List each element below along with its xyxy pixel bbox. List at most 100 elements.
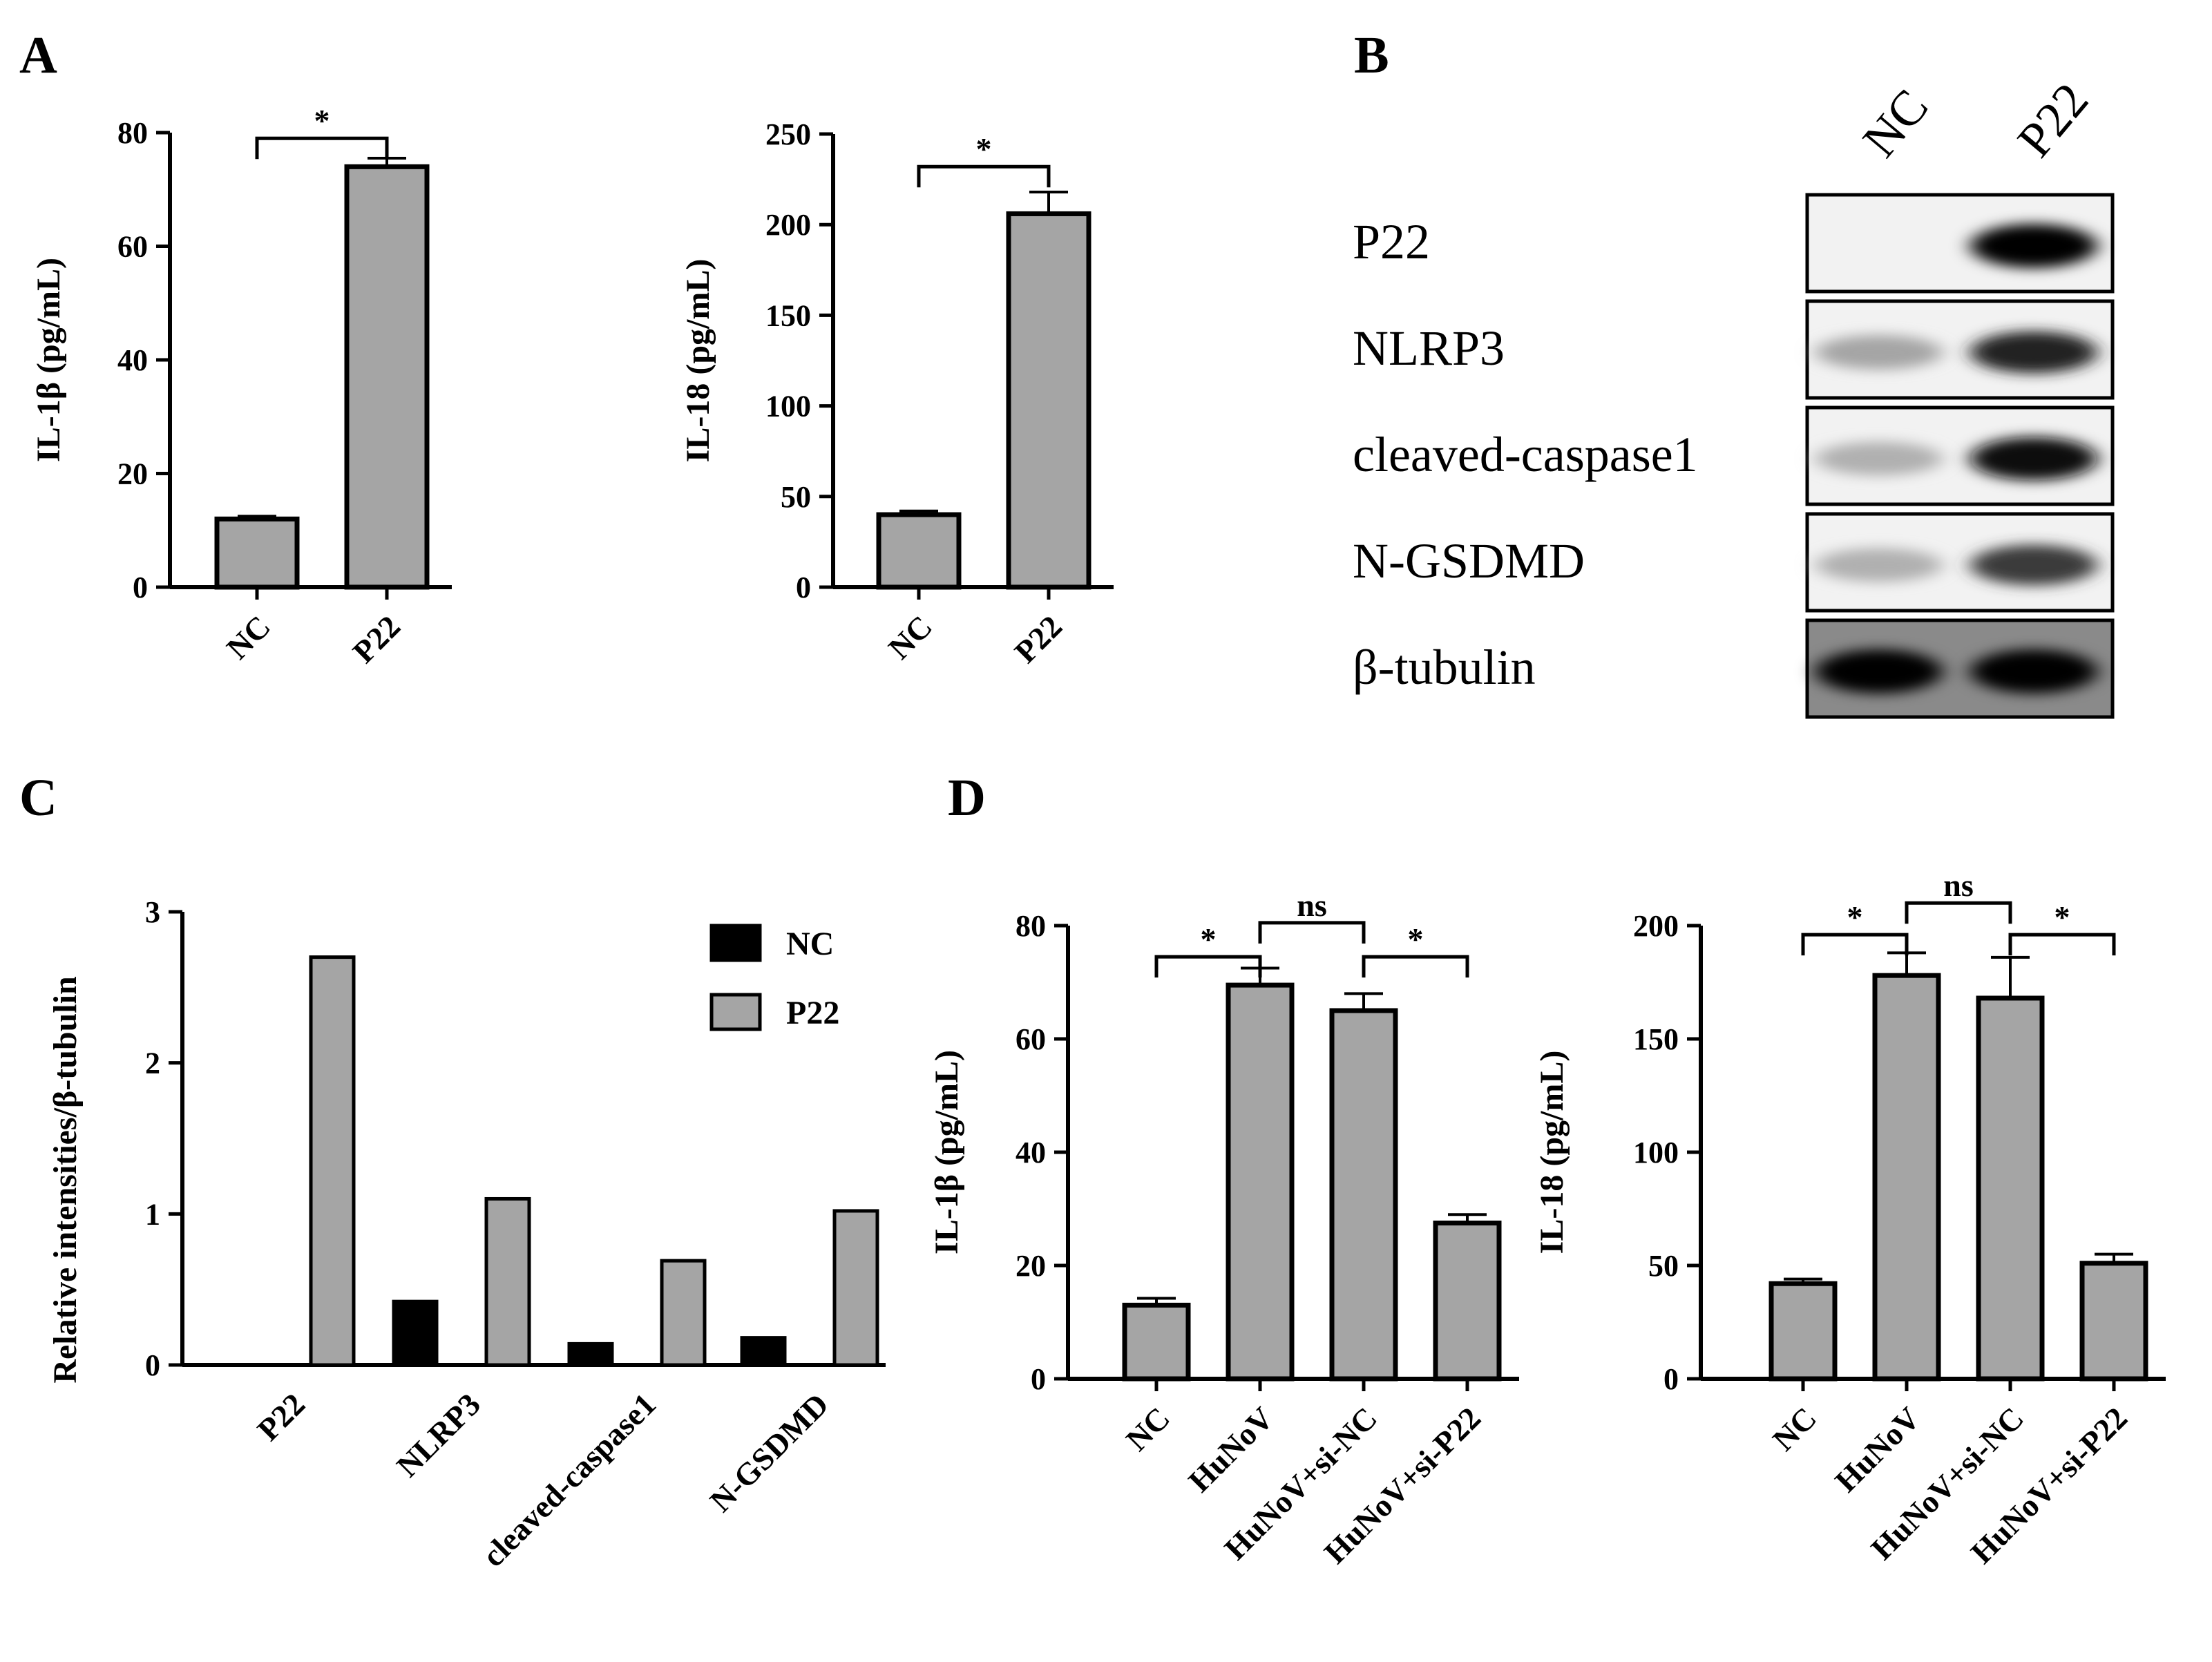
x-category-label: NC: [881, 609, 939, 666]
chart-relative-intensities: 0 1 2 3 Relative intensities/β-tubulin P22 NLR…: [47, 895, 886, 1574]
y-tick-label: 50: [1648, 1249, 1679, 1283]
blot-band: [1815, 441, 1943, 476]
blot-band: [1970, 224, 2097, 268]
significance-label: *: [976, 131, 992, 166]
bar-p22-n-gsdmd: [832, 1209, 879, 1367]
y-tick-label: 60: [1016, 1022, 1046, 1056]
panel-letter-b: B: [1354, 26, 1389, 84]
blot-band: [1815, 548, 1943, 582]
western-blot: NC P22 P22 NLRP3 cleaved-caspase1 N-GSDMD β-tu…: [1353, 73, 2115, 719]
bar-hunov+si-p22: [1433, 1221, 1502, 1382]
x-category-label: N-GSDMD: [703, 1386, 835, 1518]
y-tick-label: 60: [117, 230, 148, 264]
y-tick-label: 80: [1016, 909, 1046, 943]
y-axis-label: Relative intensities/β-tubulin: [47, 976, 84, 1383]
y-tick-label: 2: [145, 1047, 160, 1080]
y-tick-label: 3: [145, 895, 160, 929]
x-category-label: NC: [1766, 1400, 1823, 1458]
blot-band: [1970, 649, 2097, 694]
y-tick-label: 0: [133, 571, 148, 604]
y-tick-label: 100: [765, 390, 811, 423]
significance-label: *: [2054, 899, 2070, 935]
x-category-label: P22: [1008, 609, 1069, 669]
legend-swatch-nc: [709, 924, 762, 962]
significance-label: *: [314, 103, 330, 138]
y-tick-label: 250: [765, 117, 811, 151]
y-tick-label: 0: [1663, 1362, 1679, 1396]
bar-nc: [1122, 1302, 1191, 1382]
panel-letter-c: C: [19, 769, 57, 827]
bar-p22-cleaved-caspase1: [660, 1259, 707, 1367]
y-axis-label: IL-1β (pg/mL): [928, 1050, 965, 1254]
y-tick-label: 0: [796, 571, 811, 604]
panel-letter-d: D: [948, 769, 986, 827]
y-tick-label: 0: [145, 1348, 160, 1382]
significance-label: *: [1201, 921, 1217, 957]
x-category-label: HuNoV: [1181, 1400, 1280, 1499]
lane-label-nc: NC: [1852, 79, 1939, 167]
lane-label-p22: P22: [2007, 73, 2099, 167]
y-tick-label: 150: [1633, 1022, 1679, 1056]
blot-row-label: cleaved-caspase1: [1353, 427, 1698, 482]
bar-p22: [1006, 211, 1091, 590]
y-tick-label: 0: [1031, 1362, 1046, 1396]
chart-il18-nc-vs-p22: 0 50 100 150 200 250 IL-18 (pg/mL) NC P22 *: [680, 117, 1114, 669]
blot-band: [1970, 437, 2097, 481]
x-category-label: P22: [251, 1386, 312, 1447]
legend-label: P22: [786, 995, 839, 1031]
blot-band: [1970, 544, 2097, 586]
legend-label: NC: [786, 926, 834, 962]
y-tick-label: 40: [1016, 1136, 1046, 1169]
blot-band: [1815, 649, 1943, 694]
significance-label: *: [1408, 921, 1424, 957]
bar-nc-n-gsdmd: [740, 1336, 787, 1367]
y-tick-label: 1: [145, 1197, 160, 1231]
y-tick-label: 20: [1016, 1249, 1046, 1283]
significance-bracket: [2008, 933, 2116, 956]
x-category-label: NC: [220, 609, 277, 666]
panel-letter-a: A: [19, 26, 57, 84]
blot-row-label: N-GSDMD: [1353, 533, 1585, 589]
blot-row-label: P22: [1353, 214, 1430, 269]
significance-label: ns: [1297, 888, 1326, 923]
blot-band: [1815, 335, 1943, 370]
y-tick-label: 40: [117, 343, 148, 377]
y-tick-label: 80: [117, 116, 148, 150]
x-category-label: NC: [1119, 1400, 1176, 1458]
x-category-label: NLRP3: [390, 1386, 487, 1484]
y-tick-label: 50: [781, 480, 811, 514]
bar-nc: [876, 512, 962, 590]
bar-p22-nlrp3: [484, 1196, 531, 1367]
significance-bracket: [1801, 933, 1909, 956]
significance-bracket: [1362, 955, 1469, 978]
blot-row-label: β-tubulin: [1353, 640, 1536, 695]
y-tick-label: 20: [117, 457, 148, 491]
y-tick-label: 150: [765, 298, 811, 332]
blot-band: [1970, 331, 2097, 374]
y-axis-label: IL-18 (pg/mL): [680, 259, 716, 463]
bar-p22-p22: [309, 955, 356, 1367]
bar-hunov: [1872, 973, 1941, 1382]
significance-bracket: [1258, 921, 1366, 944]
legend-swatch-p22: [709, 993, 762, 1031]
bar-nc: [1768, 1281, 1838, 1382]
bar-hunov+si-nc: [1976, 995, 2045, 1382]
bar-nc-cleaved-caspase1: [567, 1341, 614, 1367]
y-tick-label: 200: [1633, 909, 1679, 943]
x-category-label: HuNoV: [1828, 1400, 1927, 1499]
x-category-label: P22: [346, 609, 407, 669]
y-tick-label: 200: [765, 208, 811, 242]
bar-hunov: [1226, 982, 1295, 1382]
significance-label: *: [1847, 899, 1863, 935]
bar-nc: [214, 516, 300, 590]
bar-p22: [344, 164, 430, 590]
blot-row-label: NLRP3: [1353, 321, 1505, 376]
x-category-label: cleaved-caspase1: [475, 1386, 662, 1574]
bar-nc-nlrp3: [392, 1299, 439, 1367]
y-tick-label: 100: [1633, 1136, 1679, 1169]
significance-label: ns: [1943, 868, 1973, 903]
significance-bracket: [917, 164, 1051, 188]
